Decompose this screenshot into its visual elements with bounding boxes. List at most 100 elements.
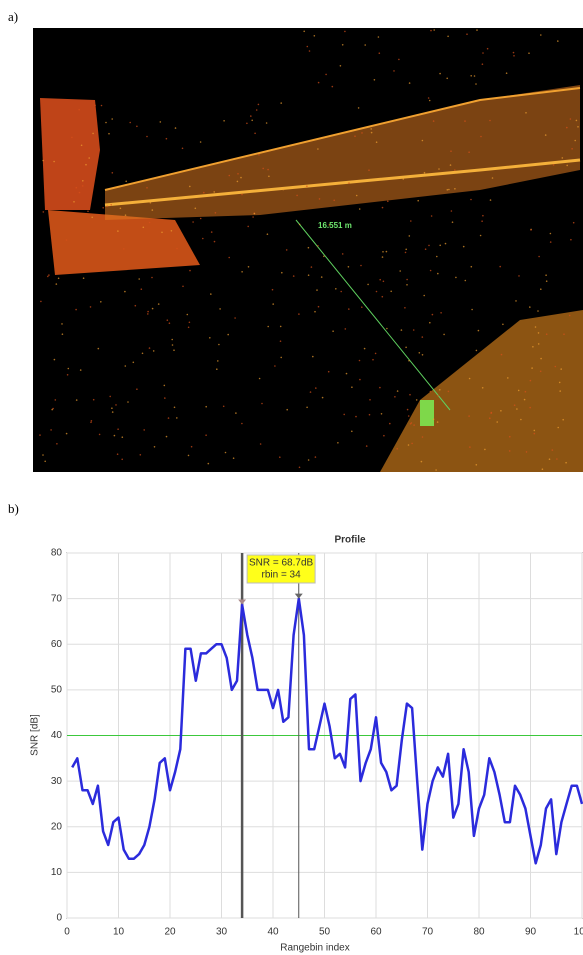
point <box>469 378 471 380</box>
x-tick-label: 100 <box>574 927 583 938</box>
x-tick-label: 80 <box>473 927 485 938</box>
point <box>241 271 243 273</box>
point <box>211 231 213 233</box>
point <box>240 177 242 179</box>
point <box>506 72 508 74</box>
x-tick-label: 30 <box>216 927 228 938</box>
point <box>399 270 401 272</box>
point <box>279 456 281 458</box>
point <box>189 322 191 324</box>
point <box>570 118 572 120</box>
point <box>528 52 530 54</box>
point <box>421 461 423 463</box>
point <box>152 209 154 211</box>
point <box>566 127 568 129</box>
point <box>75 309 77 311</box>
point <box>258 104 260 106</box>
x-tick-label: 60 <box>370 927 382 938</box>
point <box>565 462 567 464</box>
point <box>405 347 407 349</box>
point <box>361 132 363 134</box>
point <box>559 390 561 392</box>
point <box>480 136 482 138</box>
point <box>518 390 520 392</box>
point <box>250 115 252 117</box>
point <box>359 208 361 210</box>
point <box>293 275 295 277</box>
point <box>308 274 310 276</box>
point <box>306 407 308 409</box>
point <box>466 33 468 35</box>
y-tick-label: 0 <box>56 913 62 924</box>
point <box>191 446 193 448</box>
point <box>67 374 69 376</box>
point <box>440 312 442 314</box>
point <box>406 279 408 281</box>
point <box>225 452 227 454</box>
y-tick-label: 30 <box>51 776 63 787</box>
point <box>409 82 411 84</box>
point <box>306 185 308 187</box>
point <box>492 177 494 179</box>
point <box>540 34 542 36</box>
point <box>81 145 83 147</box>
point <box>546 333 548 335</box>
point <box>366 445 368 447</box>
point <box>540 358 542 360</box>
point <box>321 276 323 278</box>
point <box>476 350 478 352</box>
point <box>188 327 190 329</box>
point <box>266 122 268 124</box>
point <box>430 270 432 272</box>
point <box>229 175 231 177</box>
point <box>210 293 212 295</box>
point <box>468 151 470 153</box>
panel-label: a) <box>8 9 18 24</box>
point <box>61 323 63 325</box>
point <box>108 133 110 135</box>
point <box>446 78 448 80</box>
point <box>44 461 46 463</box>
point <box>422 140 424 142</box>
point <box>153 350 155 352</box>
point <box>172 344 174 346</box>
point <box>482 63 484 65</box>
point <box>286 409 288 411</box>
point <box>429 322 431 324</box>
point <box>411 443 413 445</box>
point <box>478 330 480 332</box>
point <box>214 241 216 243</box>
distance-annotation: 16.551 m <box>318 221 352 230</box>
point <box>422 436 424 438</box>
point <box>383 435 385 437</box>
point <box>351 431 353 433</box>
point <box>348 182 350 184</box>
point <box>476 464 478 466</box>
point <box>218 344 220 346</box>
point <box>272 303 274 305</box>
point <box>439 73 441 75</box>
point <box>556 458 558 460</box>
point <box>152 308 154 310</box>
point <box>314 35 316 37</box>
point <box>379 387 381 389</box>
point <box>296 195 298 197</box>
point <box>484 449 486 451</box>
point <box>404 307 406 309</box>
point <box>308 247 310 249</box>
point <box>188 455 190 457</box>
point <box>161 232 163 234</box>
panel-label: b) <box>8 501 19 516</box>
point <box>343 414 345 416</box>
point <box>247 226 249 228</box>
point <box>82 180 84 182</box>
point <box>394 396 396 398</box>
point <box>405 249 407 251</box>
point <box>272 289 274 291</box>
point <box>428 97 430 99</box>
point <box>55 399 57 401</box>
point <box>254 213 256 215</box>
point <box>500 410 502 412</box>
point <box>538 332 540 334</box>
point <box>319 198 321 200</box>
